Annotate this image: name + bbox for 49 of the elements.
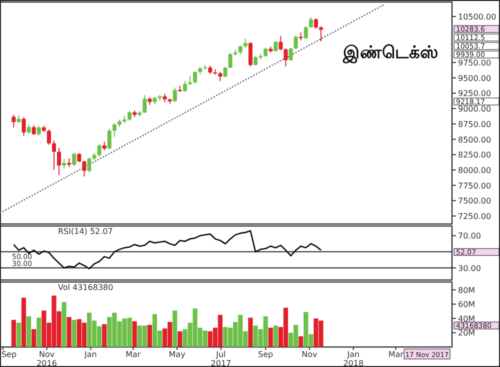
y-tick-label: 10500.00 — [458, 12, 496, 22]
y-tick-label: 8250.00 — [458, 150, 492, 160]
bar — [32, 329, 36, 347]
bar — [72, 320, 76, 347]
y-tick-label: 7500.00 — [458, 196, 492, 206]
x-tick-label: Jul 2017 — [210, 350, 232, 367]
x-tick-label: Mar — [388, 350, 404, 359]
bar — [248, 318, 253, 347]
bar — [26, 316, 32, 347]
bar — [102, 324, 107, 347]
bar — [132, 321, 137, 347]
x-tick-label: May — [168, 350, 186, 359]
bar — [172, 310, 178, 347]
y-tick-label: 8000.00 — [458, 166, 492, 175]
y-tick-label: 20M — [458, 328, 476, 338]
bar — [178, 331, 182, 347]
y-tick-label: 70.00 — [458, 232, 481, 241]
bar — [66, 317, 72, 347]
y-tick-label: 7750.00 — [458, 181, 492, 190]
bar — [298, 336, 304, 347]
bar — [268, 328, 273, 347]
bar — [273, 326, 278, 347]
x-tick-label: Sep — [258, 350, 274, 359]
bar — [147, 324, 152, 347]
y-tick-label: 9250.00 — [458, 89, 492, 98]
y-tick-label: 80M — [458, 286, 476, 295]
x-tick-label: Jan 2018 — [343, 350, 364, 367]
bar — [36, 318, 42, 347]
y-tick-label: 40M — [458, 314, 476, 324]
y-tick-label: 9500.00 — [458, 74, 492, 83]
annotation: இண்டெக்ஸ் — [342, 43, 438, 63]
y-tick-label: 9000.00 — [458, 104, 492, 114]
chart-title: Vol 43168380 — [58, 283, 114, 292]
y-tick-label: 9750.00 — [458, 58, 492, 68]
y-tick-label: 60M — [458, 300, 476, 310]
bar — [62, 302, 66, 347]
y-tick-label: 8500.00 — [458, 135, 492, 144]
x-tick-label: Nov 2016 — [36, 350, 57, 367]
y-tick-label: 30.00 — [458, 264, 481, 273]
y-tick-label: 8750.00 — [458, 120, 492, 129]
bar — [11, 320, 16, 347]
x-tick-label: Mar — [126, 350, 142, 359]
x-tick-label: Jan — [84, 350, 97, 359]
y-tick-label: 7250.00 — [458, 212, 492, 222]
x-tick-label: Sep — [1, 350, 17, 359]
bar — [21, 298, 26, 347]
chart-title: RSI(14) 52.07 — [58, 227, 113, 236]
bar — [16, 322, 22, 347]
x-tick-label: Nov — [302, 350, 318, 359]
